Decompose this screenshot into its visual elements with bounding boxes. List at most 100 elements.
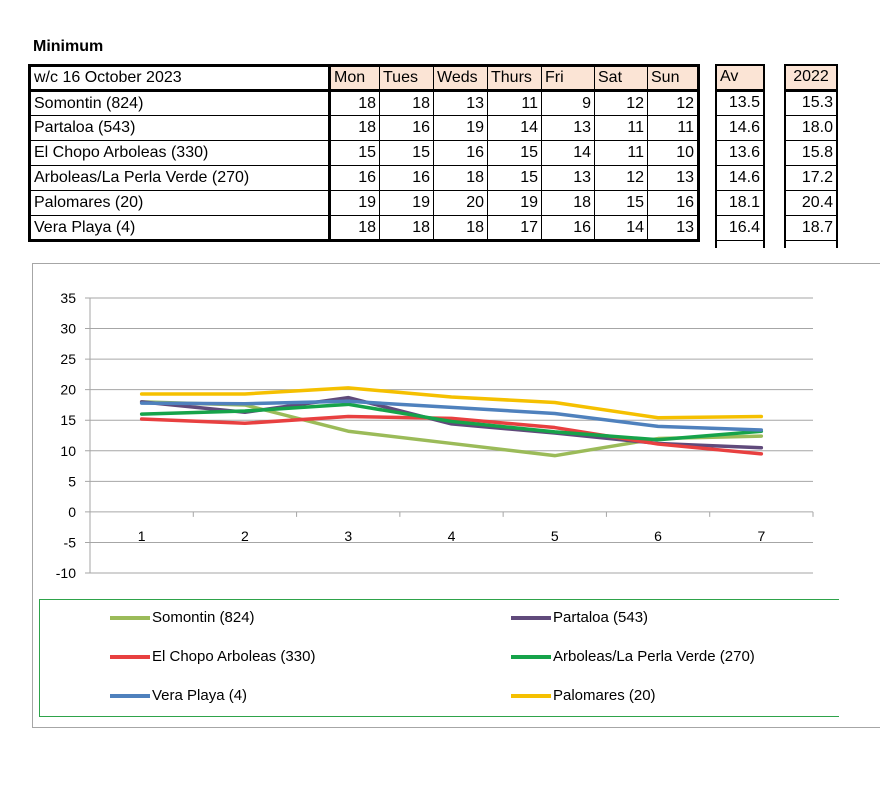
series-line <box>139 414 764 456</box>
table-row: Somontin (824) 18 18 13 11 9 12 12 <box>29 90 700 116</box>
temperature-cell: 17 <box>487 215 542 241</box>
temperature-cell: 16 <box>379 165 434 191</box>
station-name: Arboleas/La Perla Verde (270) <box>29 165 331 191</box>
temperature-cell: 18 <box>433 165 488 191</box>
average-cell: 13.6 <box>716 140 764 166</box>
temperature-cell: 16 <box>647 190 700 216</box>
y-tick-label: 25 <box>60 351 76 367</box>
average-cell: 16.4 <box>716 215 764 241</box>
legend-label: Somontin (824) <box>152 609 255 626</box>
temperature-table: w/c 16 October 2023 Mon Tues Weds Thurs … <box>28 64 700 242</box>
day-header: Weds <box>433 65 488 92</box>
legend-item: Palomares (20) <box>511 687 656 704</box>
temperature-cell: 19 <box>379 190 434 216</box>
y-tick-label: 0 <box>68 504 76 520</box>
temperature-cell: 13 <box>541 165 595 191</box>
legend-swatch <box>511 615 551 620</box>
legend-item: Vera Playa (4) <box>110 687 247 704</box>
legend-label: Palomares (20) <box>553 687 656 704</box>
year-2022-cell: 20.4 <box>785 190 837 216</box>
legend-swatch <box>110 654 150 659</box>
temperature-cell: 9 <box>541 90 595 116</box>
day-header: Mon <box>329 65 380 92</box>
y-tick-label: 15 <box>60 412 76 428</box>
station-name: Palomares (20) <box>29 190 331 216</box>
year-header: 2022 <box>785 65 837 92</box>
temperature-cell: 18 <box>329 215 380 241</box>
station-name: Somontin (824) <box>29 90 331 116</box>
temperature-cell: 14 <box>541 140 595 166</box>
legend-item: Somontin (824) <box>110 609 255 626</box>
temperature-cell: 20 <box>433 190 488 216</box>
average-cell: 14.6 <box>716 165 764 191</box>
x-tick-label: 6 <box>654 528 662 544</box>
chart-legend: Somontin (824) Partaloa (543) El Chopo Arb… <box>39 599 839 717</box>
x-tick-label: 4 <box>448 528 456 544</box>
temperature-cell: 18 <box>379 215 434 241</box>
x-tick-label: 5 <box>551 528 559 544</box>
temperature-cell: 14 <box>487 115 542 141</box>
year-2022-cell: 17.2 <box>785 165 837 191</box>
temperature-cell: 15 <box>487 140 542 166</box>
legend-swatch <box>110 615 150 620</box>
year-2022-cell: 15.3 <box>785 90 837 116</box>
temperature-cell: 12 <box>594 90 648 116</box>
legend-label: Vera Playa (4) <box>152 687 248 704</box>
legend-swatch <box>511 654 551 659</box>
average-column: Av 13.5 14.6 13.6 14.6 18.1 16.4 <box>715 64 765 248</box>
series-line <box>139 402 764 442</box>
table-row: Palomares (20) 19 19 20 19 18 15 16 <box>29 190 700 216</box>
day-header: Thurs <box>487 65 542 92</box>
y-tick-label: 30 <box>60 321 76 337</box>
legend-swatch <box>110 693 150 698</box>
legend-item: Partaloa (543) <box>511 609 648 626</box>
temperature-cell: 16 <box>541 215 595 241</box>
table-row: Vera Playa (4) 18 18 18 17 16 14 13 <box>29 215 700 241</box>
y-tick-label: 5 <box>68 473 76 489</box>
year-2022-cell: 15.8 <box>785 140 837 166</box>
year-2022-cell: 18.7 <box>785 215 837 241</box>
station-name: Vera Playa (4) <box>29 215 331 241</box>
temperature-cell: 13 <box>647 215 700 241</box>
average-cell: 13.5 <box>716 90 764 116</box>
day-header: Sun <box>647 65 700 92</box>
legend-label: El Chopo Arboleas (330) <box>152 648 316 665</box>
year-2022-column: 2022 15.3 18.0 15.8 17.2 20.4 18.7 <box>784 64 838 248</box>
temperature-cell: 12 <box>647 90 700 116</box>
x-tick-label: 3 <box>344 528 352 544</box>
legend-item: El Chopo Arboleas (330) <box>110 648 315 665</box>
legend-item: Arboleas/La Perla Verde (270) <box>511 648 755 665</box>
table-header-row: w/c 16 October 2023 Mon Tues Weds Thurs … <box>29 65 700 92</box>
series-line <box>139 386 764 420</box>
temperature-cell: 13 <box>433 90 488 116</box>
temperature-cell: 11 <box>487 90 542 116</box>
legend-label: Arboleas/La Perla Verde (270) <box>553 648 755 665</box>
temperature-cell: 12 <box>594 165 648 191</box>
table-heading: Minimum <box>33 38 104 55</box>
av-header: Av <box>716 65 764 92</box>
temperature-cell: 18 <box>433 215 488 241</box>
average-cell: 18.1 <box>716 190 764 216</box>
table-row: Partaloa (543) 18 16 19 14 13 11 11 <box>29 115 700 141</box>
legend-swatch <box>511 693 551 698</box>
day-header: Fri <box>541 65 595 92</box>
temperature-cell: 11 <box>594 140 648 166</box>
temperature-cell: 14 <box>594 215 648 241</box>
station-name: El Chopo Arboleas (330) <box>29 140 331 166</box>
temperature-cell: 15 <box>594 190 648 216</box>
average-cell: 14.6 <box>716 115 764 141</box>
temperature-cell: 18 <box>329 115 380 141</box>
x-tick-label: 7 <box>757 528 765 544</box>
table-row: El Chopo Arboleas (330) 15 15 16 15 14 11 10 <box>29 140 700 166</box>
y-tick-label: 35 <box>60 290 76 306</box>
chart-area <box>32 263 880 728</box>
x-tick-label: 1 <box>138 528 146 544</box>
x-tick-label: 2 <box>241 528 249 544</box>
y-tick-label: -5 <box>64 534 77 550</box>
day-header: Sat <box>594 65 648 92</box>
temperature-cell: 16 <box>433 140 488 166</box>
year-2022-cell: 18.0 <box>785 115 837 141</box>
legend-label: Partaloa (543) <box>553 609 649 626</box>
y-tick-label: 10 <box>60 443 76 459</box>
